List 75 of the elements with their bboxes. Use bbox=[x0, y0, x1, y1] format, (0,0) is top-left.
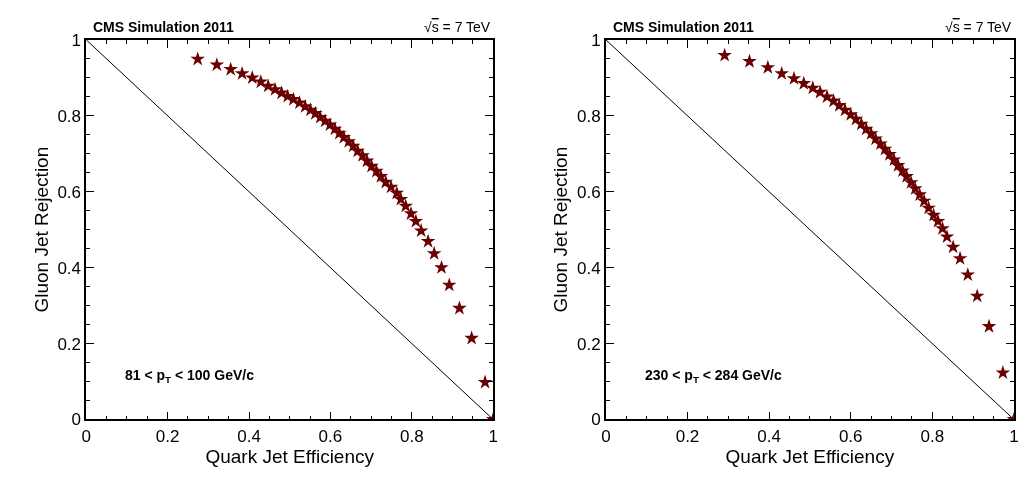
y-tick-label: 0.2 bbox=[577, 334, 601, 354]
point bbox=[234, 65, 250, 80]
x-tick-label: 1 bbox=[488, 426, 498, 446]
point bbox=[253, 74, 269, 89]
point bbox=[935, 220, 950, 235]
point bbox=[952, 250, 968, 265]
point bbox=[244, 70, 260, 85]
y-tick-label: 0.8 bbox=[57, 106, 82, 126]
annotation: 81 < p$_{T}$ < 100 GeV/c bbox=[125, 367, 255, 385]
point bbox=[464, 330, 479, 345]
x-axis-title: Quark Jet Efficiency bbox=[725, 445, 895, 467]
text: √s = 7 TeV bbox=[424, 19, 491, 35]
annotation: 230 < p$_{T}$ < 284 GeV/c bbox=[645, 367, 782, 385]
y-tick-label: 0.6 bbox=[57, 182, 82, 202]
point bbox=[209, 57, 225, 72]
x-tick-label: 0.4 bbox=[757, 426, 781, 446]
x-tick-label: 0.8 bbox=[399, 426, 424, 446]
point bbox=[413, 223, 429, 238]
point bbox=[452, 300, 467, 315]
y-tick-label: 1 bbox=[591, 30, 601, 50]
point bbox=[969, 288, 985, 303]
point bbox=[420, 233, 436, 248]
y-tick-label: 0.4 bbox=[577, 258, 601, 278]
point bbox=[434, 259, 449, 274]
point bbox=[916, 193, 932, 208]
y-tick-label: 0 bbox=[71, 410, 82, 430]
x-axis-title: Quark Jet Efficiency bbox=[205, 445, 375, 467]
point bbox=[393, 191, 409, 206]
point bbox=[899, 168, 914, 183]
y-axis-title: Gluon Jet Rejection bbox=[550, 146, 572, 313]
point bbox=[190, 51, 206, 66]
point bbox=[939, 229, 955, 244]
point bbox=[873, 136, 888, 151]
point bbox=[796, 75, 812, 90]
y-axis-title: Gluon Jet Rejection bbox=[30, 146, 52, 313]
point bbox=[355, 147, 370, 162]
point bbox=[441, 277, 457, 292]
y-tick-label: 0 bbox=[591, 410, 601, 430]
point bbox=[398, 198, 414, 213]
x-tick-label: 0.6 bbox=[838, 426, 863, 446]
point bbox=[477, 374, 493, 389]
point bbox=[717, 47, 732, 62]
x-tick-label: 0.2 bbox=[155, 426, 180, 446]
y-tick-label: 1 bbox=[71, 30, 82, 50]
y-tick-label: 0.2 bbox=[57, 334, 82, 354]
point bbox=[223, 61, 239, 76]
x-tick-label: 0.6 bbox=[318, 426, 343, 446]
point bbox=[921, 200, 936, 215]
point bbox=[403, 206, 419, 220]
y-tick-label: 0.4 bbox=[57, 258, 82, 278]
point bbox=[930, 213, 946, 228]
point bbox=[995, 365, 1011, 380]
point bbox=[426, 245, 442, 260]
point bbox=[742, 53, 757, 68]
point bbox=[760, 59, 776, 74]
x-tick-label: 0.2 bbox=[675, 426, 700, 446]
y-tick-label: 0.6 bbox=[577, 182, 601, 202]
point bbox=[960, 267, 976, 282]
x-tick-label: 0.8 bbox=[920, 426, 945, 446]
point bbox=[383, 179, 399, 194]
chart-title: CMS Simulation 2011 bbox=[93, 19, 235, 35]
point bbox=[408, 213, 424, 228]
point bbox=[774, 65, 790, 80]
x-tick-label: 0.4 bbox=[237, 426, 261, 446]
point bbox=[981, 318, 997, 333]
x-tick-label: 1 bbox=[1009, 426, 1019, 446]
y-tick-label: 0.8 bbox=[577, 106, 601, 126]
point bbox=[373, 168, 389, 183]
text: √s = 7 TeV bbox=[945, 19, 1012, 35]
point bbox=[805, 80, 821, 95]
point bbox=[912, 187, 927, 201]
point bbox=[786, 70, 802, 85]
point bbox=[945, 239, 961, 254]
chart-title: CMS Simulation 2011 bbox=[613, 19, 755, 35]
point bbox=[819, 89, 835, 103]
